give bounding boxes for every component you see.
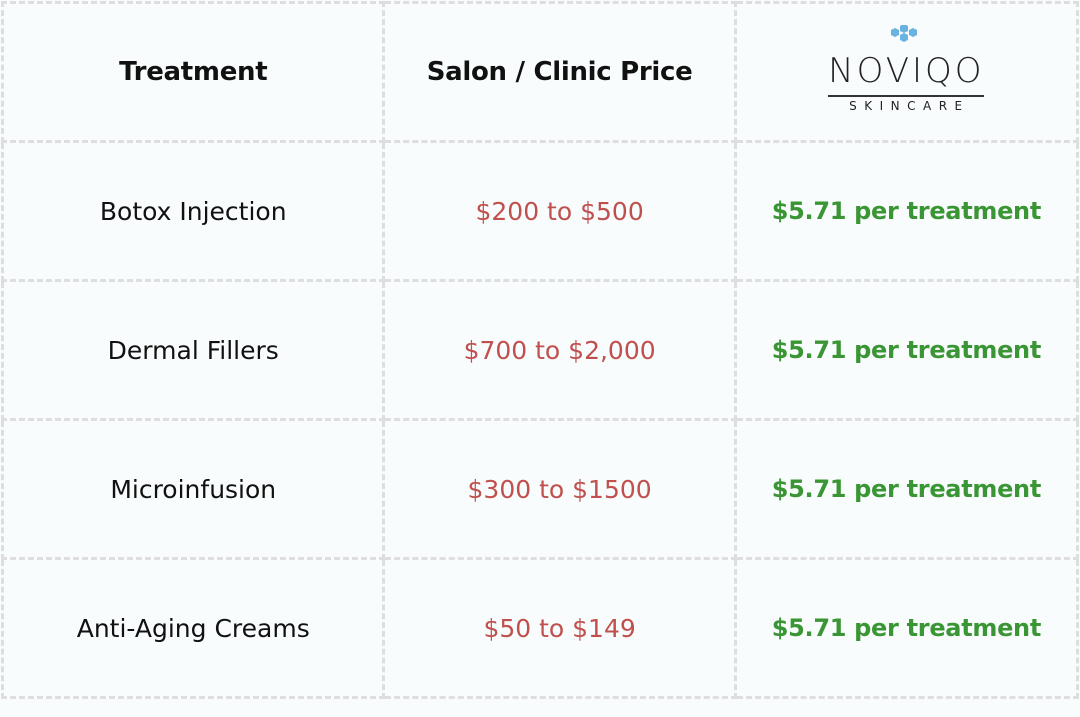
treatment-cell: Microinfusion (0, 418, 386, 560)
header-noviqo: NOVIQO SKINCARE (733, 1, 1080, 143)
salon-price-cell: $700 to $2,000 (382, 279, 737, 421)
table-row: Anti-Aging Creams $50 to $149 $5.71 per … (0, 557, 1080, 699)
table-row: Microinfusion $300 to $1500 $5.71 per tr… (0, 418, 1080, 560)
header-salon-price: Salon / Clinic Price (382, 1, 737, 143)
treatment-cell: Botox Injection (0, 140, 386, 282)
noviqo-price-cell: $5.71 per treatment (733, 140, 1080, 282)
logo-divider (828, 95, 985, 97)
salon-price-cell: $300 to $1500 (382, 418, 737, 560)
noviqo-price-cell: $5.71 per treatment (733, 557, 1080, 699)
hexagon-cluster-icon (891, 25, 918, 42)
salon-price-cell: $50 to $149 (382, 557, 737, 699)
header-row: Treatment Salon / Clinic Price NOVIQO SK… (0, 1, 1080, 143)
treatment-cell: Anti-Aging Creams (0, 557, 386, 699)
header-treatment: Treatment (0, 1, 386, 143)
noviqo-price-cell: $5.71 per treatment (733, 279, 1080, 421)
noviqo-logo: NOVIQO SKINCARE (826, 25, 986, 115)
price-comparison-table: Treatment Salon / Clinic Price NOVIQO SK… (0, 1, 1080, 699)
logo-wordmark: NOVIQO (828, 51, 985, 91)
table-row: Botox Injection $200 to $500 $5.71 per t… (0, 140, 1080, 282)
salon-price-cell: $200 to $500 (382, 140, 737, 282)
table-row: Dermal Fillers $700 to $2,000 $5.71 per … (0, 279, 1080, 421)
noviqo-price-cell: $5.71 per treatment (733, 418, 1080, 560)
logo-tagline: SKINCARE (849, 99, 970, 113)
treatment-cell: Dermal Fillers (0, 279, 386, 421)
